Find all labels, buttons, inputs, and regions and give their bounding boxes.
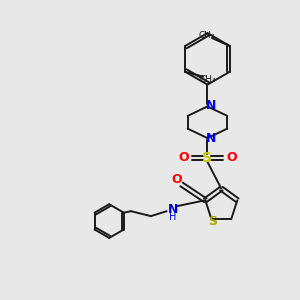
Text: S: S [208, 214, 217, 228]
Text: CH₃: CH₃ [199, 31, 215, 40]
Text: CH₃: CH₃ [200, 75, 216, 84]
Text: O: O [171, 173, 182, 186]
Text: N: N [206, 99, 217, 112]
Text: S: S [202, 151, 212, 165]
Text: N: N [206, 132, 217, 145]
Text: H: H [169, 212, 176, 222]
Text: N: N [167, 203, 178, 216]
Text: O: O [226, 152, 237, 164]
Text: O: O [178, 152, 189, 164]
